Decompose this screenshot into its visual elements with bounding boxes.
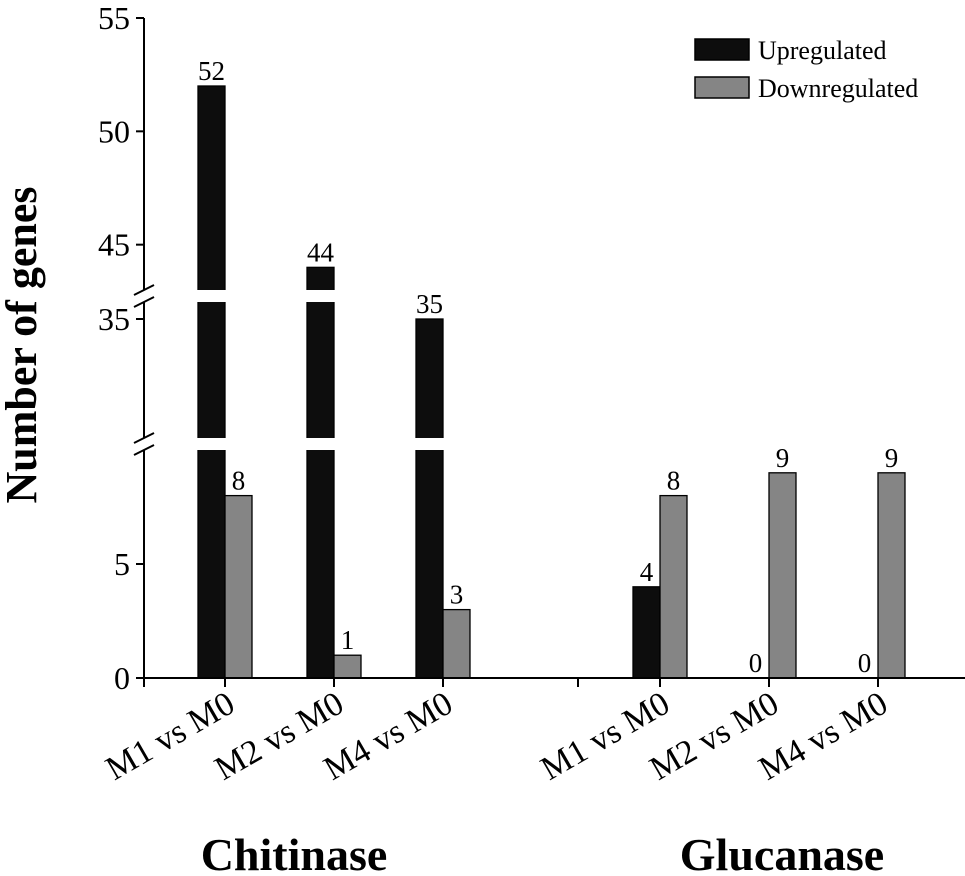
axis-break-mark-0-0: [133, 432, 155, 444]
data-label-chitinase-m2-vs-m0-upregulated: 44: [307, 237, 335, 267]
bar-chitinase-m1-vs-m0-upregulated: [197, 85, 226, 679]
bar-glucanase-m1-vs-m0-downregulated: [659, 494, 688, 679]
data-label-chitinase-m2-vs-m0-downregulated: 1: [341, 625, 355, 655]
y-tick-label-0: 0: [114, 660, 130, 696]
y-tick-label-55: 55: [98, 0, 130, 36]
group-label-chitinase: Chitinase: [201, 829, 388, 876]
y-tick-label-5: 5: [114, 546, 130, 582]
bar-chitinase-m2-vs-m0-downregulated: [333, 654, 362, 679]
axis-break-gaps: [145, 290, 965, 450]
bar-chitinase-m4-vs-m0-downregulated: [442, 608, 471, 679]
axes: [133, 17, 965, 687]
axis-break-gap-lower: [145, 438, 965, 450]
bars-layer: [197, 85, 906, 679]
axis-break-mark-0-1: [133, 444, 155, 456]
data-label-glucanase-m2-vs-m0-upregulated: 0: [749, 648, 763, 678]
legend-swatch-downregulated: [694, 76, 750, 99]
legend: Upregulated Downregulated: [694, 36, 918, 103]
data-label-glucanase-m1-vs-m0-upregulated: 4: [640, 557, 654, 587]
group-label-glucanase: Glucanase: [680, 829, 884, 876]
data-label-chitinase-m1-vs-m0-upregulated: 52: [198, 56, 225, 86]
data-label-chitinase-m4-vs-m0-upregulated: 35: [416, 289, 443, 319]
legend-label-upregulated: Upregulated: [758, 36, 887, 65]
axis-break-gap-upper: [145, 290, 965, 302]
y-tick-label-50: 50: [98, 113, 130, 149]
data-label-glucanase-m2-vs-m0-downregulated: 9: [776, 443, 790, 473]
data-label-chitinase-m4-vs-m0-downregulated: 3: [450, 580, 464, 610]
y-tick-label-45: 45: [98, 227, 130, 263]
y-tick-label-35: 35: [98, 301, 130, 337]
legend-label-downregulated: Downregulated: [758, 74, 918, 103]
bar-glucanase-m1-vs-m0-upregulated: [632, 586, 661, 679]
data-label-glucanase-m4-vs-m0-upregulated: 0: [858, 648, 872, 678]
bar-chitinase-m2-vs-m0-upregulated: [306, 266, 335, 679]
bar-glucanase-m4-vs-m0-downregulated: [877, 472, 906, 679]
axis-break-mark-1-1: [133, 296, 155, 308]
data-label-glucanase-m4-vs-m0-downregulated: 9: [885, 443, 899, 473]
bar-glucanase-m2-vs-m0-downregulated: [768, 472, 797, 679]
bar-chitinase-m1-vs-m0-downregulated: [224, 494, 253, 679]
y-axis-title: Number of genes: [0, 187, 46, 504]
bar-chitinase-m4-vs-m0-upregulated: [415, 318, 444, 679]
data-label-chitinase-m1-vs-m0-downregulated: 8: [232, 466, 246, 496]
axis-break-mark-1-0: [133, 284, 155, 296]
legend-swatch-upregulated: [694, 38, 750, 61]
data-label-glucanase-m1-vs-m0-downregulated: 8: [667, 466, 681, 496]
